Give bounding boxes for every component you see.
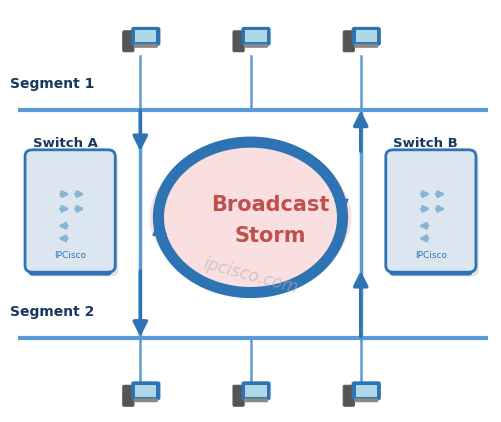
Text: Broadcast: Broadcast xyxy=(211,195,330,215)
FancyBboxPatch shape xyxy=(233,385,244,406)
Text: IPCisco: IPCisco xyxy=(415,251,447,260)
FancyBboxPatch shape xyxy=(343,31,354,52)
FancyBboxPatch shape xyxy=(29,249,112,276)
FancyBboxPatch shape xyxy=(245,30,267,42)
FancyBboxPatch shape xyxy=(132,382,160,400)
FancyBboxPatch shape xyxy=(28,154,118,276)
FancyBboxPatch shape xyxy=(135,385,156,397)
FancyBboxPatch shape xyxy=(134,44,157,47)
Text: Switch B: Switch B xyxy=(393,137,458,150)
FancyBboxPatch shape xyxy=(123,385,134,406)
FancyBboxPatch shape xyxy=(244,398,268,402)
FancyBboxPatch shape xyxy=(343,385,354,406)
FancyBboxPatch shape xyxy=(123,31,134,52)
FancyBboxPatch shape xyxy=(233,31,244,52)
FancyBboxPatch shape xyxy=(132,27,160,45)
FancyBboxPatch shape xyxy=(389,154,479,276)
Text: Storm: Storm xyxy=(235,226,306,246)
FancyBboxPatch shape xyxy=(244,44,268,47)
FancyBboxPatch shape xyxy=(355,398,378,402)
Text: IPCisco: IPCisco xyxy=(54,251,86,260)
Text: Switch A: Switch A xyxy=(33,137,97,150)
FancyBboxPatch shape xyxy=(352,27,380,45)
FancyBboxPatch shape xyxy=(134,398,157,402)
FancyBboxPatch shape xyxy=(245,385,267,397)
FancyBboxPatch shape xyxy=(242,27,270,45)
FancyBboxPatch shape xyxy=(355,44,378,47)
FancyBboxPatch shape xyxy=(356,30,377,42)
Text: Segment 1: Segment 1 xyxy=(10,77,94,92)
FancyBboxPatch shape xyxy=(389,249,472,276)
Ellipse shape xyxy=(150,145,351,289)
FancyBboxPatch shape xyxy=(356,385,377,397)
Text: Segment 2: Segment 2 xyxy=(10,305,94,319)
Text: ipcisco.com: ipcisco.com xyxy=(201,255,300,298)
FancyBboxPatch shape xyxy=(352,382,380,400)
FancyBboxPatch shape xyxy=(135,30,156,42)
FancyBboxPatch shape xyxy=(386,150,476,272)
FancyBboxPatch shape xyxy=(242,382,270,400)
FancyBboxPatch shape xyxy=(25,150,115,272)
